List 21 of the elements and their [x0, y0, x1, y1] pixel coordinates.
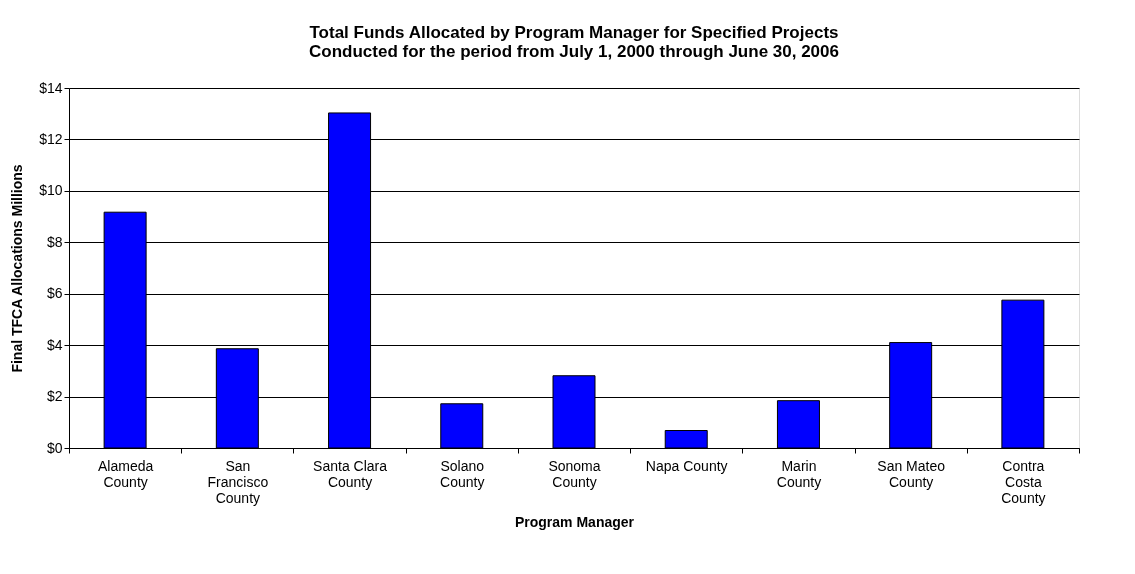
- x-tick-label: Contra Costa County: [1001, 457, 1046, 506]
- x-tick-label: Marin County: [776, 457, 822, 490]
- x-tick-label: Sonoma County: [548, 457, 601, 490]
- text: Total Funds Allocated by Program Manager for Specified Projects: [309, 23, 839, 42]
- x-tick-label: Napa County: [645, 457, 728, 474]
- y-tick-label: $4: [46, 336, 63, 353]
- y-tick-label: $10: [39, 182, 63, 199]
- x-axis-title: Program Manager: [514, 513, 635, 530]
- x-tick-label: Alameda County: [97, 457, 154, 490]
- y-tick-label: $8: [46, 233, 63, 250]
- x-tick-label: Santa Clara County: [313, 457, 388, 490]
- x-tick-label: San Francisco County: [207, 457, 269, 506]
- y-tick-label: $14: [39, 79, 63, 96]
- y-tick-label: $0: [46, 439, 63, 456]
- text: Conducted for the period from July 1, 2000 through June 30, 2006: [309, 42, 839, 61]
- x-tick-label: San Mateo County: [877, 457, 946, 490]
- y-tick-label: $6: [46, 285, 63, 302]
- y-axis-title: Final TFCA Allocations Millions: [9, 164, 26, 373]
- x-tick-label: Solano County: [440, 457, 485, 490]
- y-tick-label: $12: [39, 130, 63, 147]
- y-tick-label: $2: [46, 388, 63, 405]
